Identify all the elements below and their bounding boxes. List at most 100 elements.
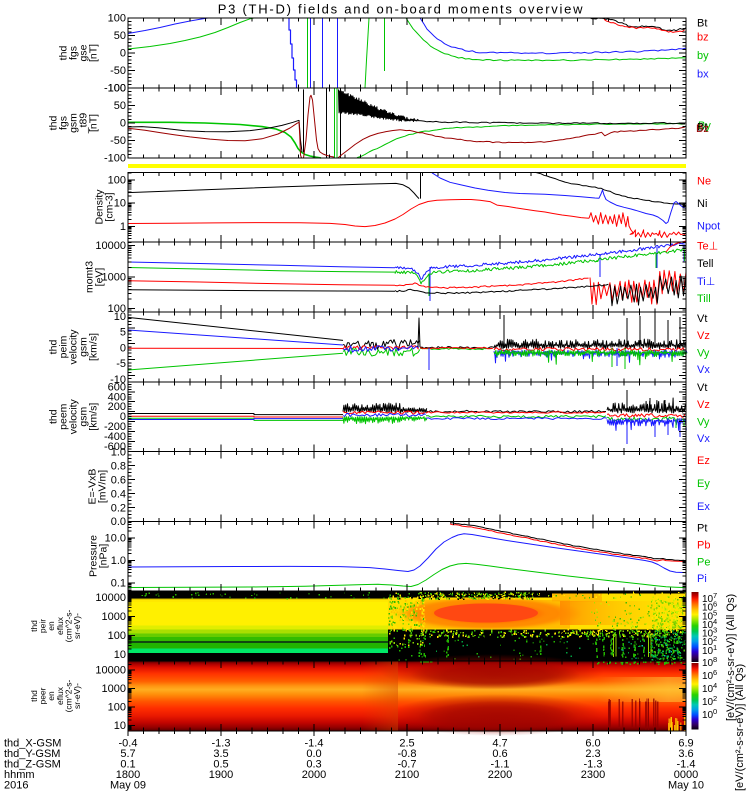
svg-text:Te⊥: Te⊥ — [697, 241, 718, 253]
svg-text:-1.4: -1.4 — [305, 738, 324, 750]
svg-text:10000: 10000 — [95, 592, 126, 604]
svg-text:6.9: 6.9 — [678, 738, 693, 750]
svg-text:thd: thd — [48, 116, 60, 131]
svg-text:100: 100 — [108, 630, 126, 642]
svg-text:10: 10 — [702, 697, 714, 708]
svg-text:2: 2 — [713, 634, 717, 643]
svg-text:_t89: _t89 — [78, 113, 90, 135]
svg-text:Pressure: Pressure — [88, 535, 100, 577]
svg-text:0: 0 — [120, 411, 126, 423]
svg-text:2300: 2300 — [581, 769, 605, 781]
svg-text:by: by — [697, 50, 709, 62]
svg-text:-100: -100 — [104, 83, 126, 95]
svg-text:-600: -600 — [104, 441, 126, 453]
svg-text:10000: 10000 — [95, 665, 126, 677]
svg-text:10: 10 — [114, 720, 126, 732]
svg-text:thd_Y-GSM: thd_Y-GSM — [4, 748, 60, 760]
svg-text:peim: peim — [58, 335, 70, 358]
svg-text:10: 10 — [702, 611, 714, 622]
svg-text:May 09: May 09 — [110, 780, 146, 792]
svg-text:3.5: 3.5 — [213, 748, 228, 760]
svg-text:Vz: Vz — [697, 330, 710, 342]
svg-text:0.0: 0.0 — [111, 516, 126, 528]
svg-text:-10: -10 — [110, 374, 126, 386]
svg-text:gse: gse — [78, 44, 90, 61]
svg-text:-0.4: -0.4 — [119, 738, 138, 750]
svg-text:bx: bx — [697, 69, 709, 81]
svg-text:0.6: 0.6 — [111, 474, 126, 486]
svg-text:Pb: Pb — [697, 540, 710, 552]
svg-text:Bz: Bz — [696, 123, 709, 135]
svg-text:4: 4 — [713, 617, 717, 626]
svg-text:10: 10 — [702, 594, 714, 605]
svg-text:Ni: Ni — [697, 198, 707, 210]
svg-text:200: 200 — [108, 401, 126, 413]
svg-text:0.1: 0.1 — [111, 578, 126, 590]
svg-text:[km/s]: [km/s] — [87, 333, 99, 361]
svg-text:Vz: Vz — [697, 399, 710, 411]
svg-text:100: 100 — [108, 13, 126, 25]
svg-text:2.5: 2.5 — [399, 738, 414, 750]
svg-text:0: 0 — [120, 343, 126, 355]
svg-text:1000: 1000 — [102, 611, 126, 623]
svg-text:[eV/(cm²-s-sr-eV)] (All Qs): [eV/(cm²-s-sr-eV)] (All Qs) — [725, 594, 737, 721]
svg-text:Vx: Vx — [697, 364, 710, 376]
svg-text:4.7: 4.7 — [492, 738, 507, 750]
svg-text:Ti⊥: Ti⊥ — [697, 276, 715, 288]
svg-text:1900: 1900 — [209, 769, 233, 781]
svg-text:0000: 0000 — [674, 769, 698, 781]
svg-text:-1.1: -1.1 — [491, 759, 510, 771]
svg-text:2200: 2200 — [488, 769, 512, 781]
svg-text:10: 10 — [702, 671, 714, 682]
svg-text:10: 10 — [702, 603, 714, 614]
svg-text:1000: 1000 — [102, 272, 126, 284]
svg-text:Pt: Pt — [697, 523, 707, 535]
svg-text:5: 5 — [713, 608, 717, 617]
svg-text:[nPa]: [nPa] — [98, 544, 110, 569]
svg-text:Till: Till — [697, 293, 711, 305]
svg-text:0.8: 0.8 — [111, 460, 126, 472]
svg-text:By: By — [698, 120, 711, 132]
svg-text:10: 10 — [114, 311, 126, 323]
svg-text:[nT]: [nT] — [87, 114, 99, 132]
svg-text:10: 10 — [114, 649, 126, 661]
svg-text:thd: thd — [48, 409, 60, 424]
svg-text:-0.8: -0.8 — [398, 748, 417, 760]
svg-text:2016: 2016 — [4, 780, 28, 792]
svg-text:10: 10 — [702, 637, 714, 648]
svg-text:3: 3 — [713, 626, 717, 635]
svg-text:8: 8 — [713, 655, 717, 664]
svg-text:gsm: gsm — [68, 113, 80, 133]
svg-text:10: 10 — [702, 658, 714, 669]
svg-text:(cm^2-s-: (cm^2-s- — [63, 679, 73, 712]
svg-text:Ne: Ne — [697, 176, 711, 188]
svg-text:1800: 1800 — [116, 769, 140, 781]
svg-text:10: 10 — [702, 710, 714, 721]
svg-text:fgs: fgs — [68, 46, 80, 60]
svg-text:-200: -200 — [104, 421, 126, 433]
svg-text:0: 0 — [120, 48, 126, 60]
svg-text:thd: thd — [29, 690, 39, 702]
svg-text:eflux: eflux — [55, 616, 65, 635]
svg-text:4: 4 — [713, 681, 717, 690]
svg-text:en: en — [46, 691, 56, 701]
svg-text:velocity: velocity — [68, 398, 80, 434]
svg-text:Npot: Npot — [697, 221, 720, 233]
svg-text:0.0: 0.0 — [306, 748, 321, 760]
svg-text:5: 5 — [120, 327, 126, 339]
svg-text:0.4: 0.4 — [111, 488, 126, 500]
svg-text:1.0: 1.0 — [111, 447, 126, 459]
svg-text:-1.3: -1.3 — [584, 759, 603, 771]
svg-text:en: en — [46, 621, 56, 631]
svg-text:gsm: gsm — [78, 337, 90, 357]
svg-text:6: 6 — [713, 600, 717, 609]
svg-text:600: 600 — [108, 381, 126, 393]
svg-text:hhmm: hhmm — [4, 769, 35, 781]
svg-text:Bt: Bt — [697, 18, 707, 30]
svg-text:Ex: Ex — [697, 501, 710, 513]
svg-text:7: 7 — [713, 591, 717, 600]
svg-text:10000: 10000 — [95, 240, 126, 252]
svg-text:[nT]: [nT] — [88, 44, 100, 62]
svg-text:3.6: 3.6 — [678, 748, 693, 760]
svg-text:50: 50 — [114, 100, 126, 112]
